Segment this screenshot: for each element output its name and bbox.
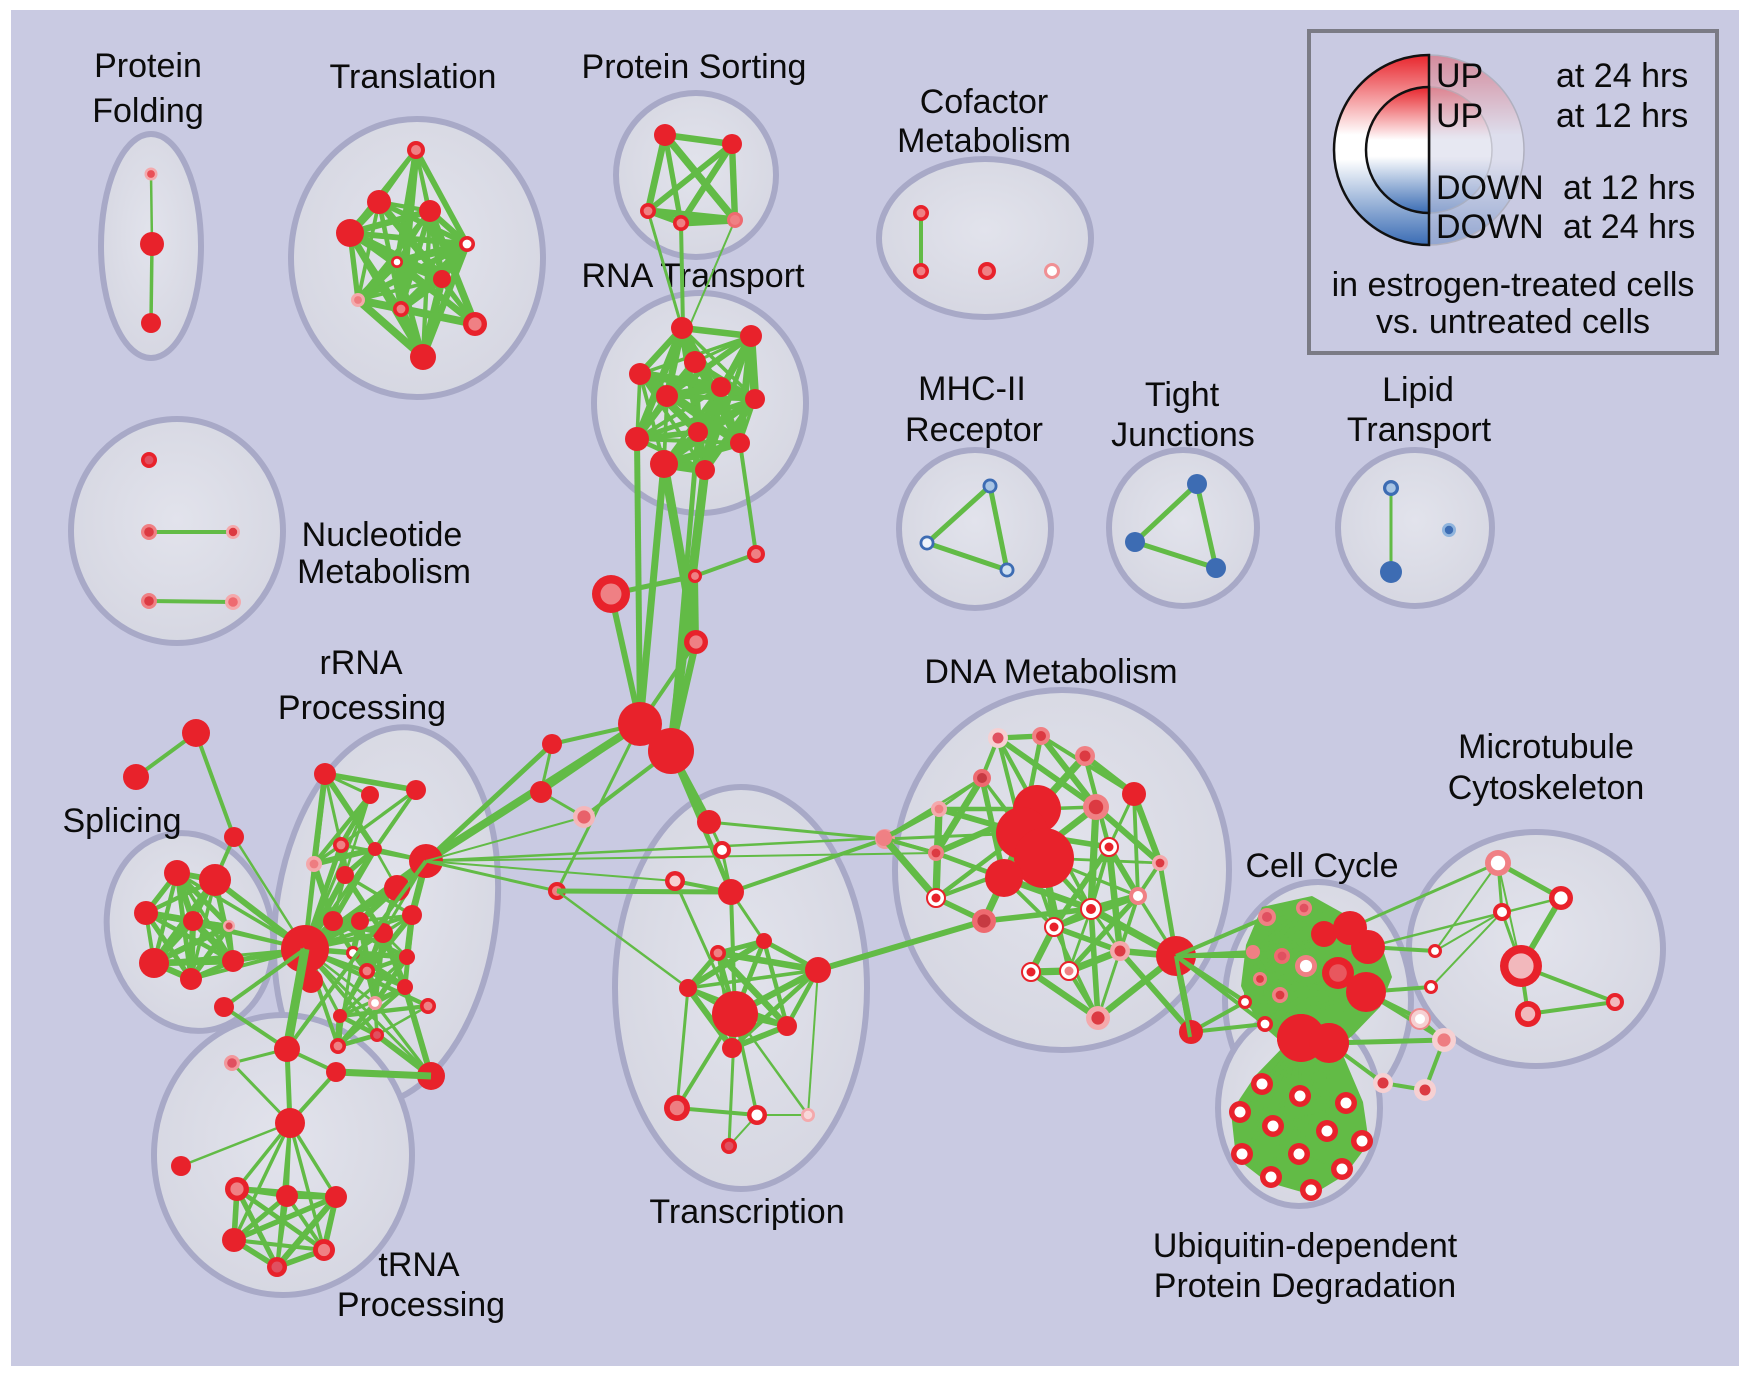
svg-text:Nucleotide: Nucleotide bbox=[302, 516, 463, 554]
svg-text:Cofactor: Cofactor bbox=[920, 83, 1049, 121]
svg-text:UP: UP bbox=[1436, 57, 1483, 95]
svg-text:Cell Cycle: Cell Cycle bbox=[1245, 847, 1398, 885]
svg-text:at 24 hrs: at 24 hrs bbox=[1556, 57, 1688, 95]
svg-text:Cytoskeleton: Cytoskeleton bbox=[1448, 769, 1645, 807]
svg-text:RNA Transport: RNA Transport bbox=[582, 257, 806, 295]
svg-text:Protein Sorting: Protein Sorting bbox=[582, 48, 807, 86]
svg-text:Protein Degradation: Protein Degradation bbox=[1154, 1267, 1456, 1305]
svg-text:in estrogen-treated cells: in estrogen-treated cells bbox=[1332, 266, 1695, 304]
svg-text:Translation: Translation bbox=[330, 58, 497, 96]
svg-text:Protein: Protein bbox=[94, 47, 202, 85]
svg-text:Receptor: Receptor bbox=[905, 411, 1043, 449]
svg-text:Folding: Folding bbox=[92, 92, 204, 130]
svg-text:Metabolism: Metabolism bbox=[297, 553, 471, 591]
svg-text:Splicing: Splicing bbox=[62, 802, 181, 840]
svg-text:Transport: Transport bbox=[1347, 411, 1492, 449]
svg-text:Transcription: Transcription bbox=[649, 1193, 844, 1231]
svg-text:DOWN: DOWN bbox=[1436, 208, 1544, 246]
svg-text:Metabolism: Metabolism bbox=[897, 122, 1071, 160]
svg-text:MHC-II: MHC-II bbox=[918, 370, 1026, 408]
svg-text:at 24 hrs: at 24 hrs bbox=[1563, 208, 1695, 246]
svg-text:Processing: Processing bbox=[278, 689, 446, 727]
svg-text:rRNA: rRNA bbox=[319, 644, 402, 682]
svg-text:Junctions: Junctions bbox=[1111, 416, 1255, 454]
svg-text:Ubiquitin-dependent: Ubiquitin-dependent bbox=[1153, 1227, 1458, 1265]
svg-text:Tight: Tight bbox=[1145, 376, 1220, 414]
svg-text:UP: UP bbox=[1436, 97, 1483, 135]
svg-text:Microtubule: Microtubule bbox=[1458, 728, 1634, 766]
svg-text:at 12 hrs: at 12 hrs bbox=[1556, 97, 1688, 135]
svg-text:vs. untreated cells: vs. untreated cells bbox=[1376, 303, 1650, 341]
svg-text:DOWN: DOWN bbox=[1436, 169, 1544, 207]
svg-text:tRNA: tRNA bbox=[378, 1246, 460, 1284]
svg-text:at 12 hrs: at 12 hrs bbox=[1563, 169, 1695, 207]
svg-text:DNA Metabolism: DNA Metabolism bbox=[924, 653, 1177, 691]
svg-text:Processing: Processing bbox=[337, 1286, 505, 1324]
svg-text:Lipid: Lipid bbox=[1382, 371, 1454, 409]
